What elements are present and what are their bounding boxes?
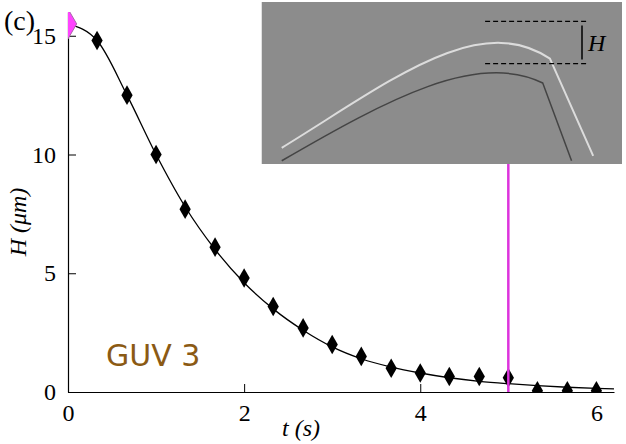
x-tick-mark <box>244 384 245 392</box>
annotation: GUV 3 <box>106 338 200 373</box>
data-point <box>532 381 543 392</box>
plot-marks <box>68 12 614 392</box>
data-point <box>150 145 161 165</box>
data-point <box>121 85 132 105</box>
data-point <box>415 363 426 383</box>
data-point <box>68 12 77 39</box>
x-tick-mark <box>420 384 421 392</box>
x-tick-label: 0 <box>63 400 75 426</box>
axis-line <box>69 392 615 393</box>
inset-dashed-line <box>485 21 588 22</box>
y-axis: 0 5 10 15 <box>32 13 76 406</box>
x-tick-label: 2 <box>239 400 251 426</box>
y-tick: 0 <box>44 379 76 405</box>
y-tick-label: 5 <box>44 260 56 286</box>
x-tick: 2 <box>239 384 251 426</box>
y-tick-label: 10 <box>32 142 56 168</box>
data-point <box>474 367 485 387</box>
axis-line <box>68 13 69 393</box>
data-point <box>591 381 602 392</box>
x-tick: 4 <box>415 384 427 426</box>
series-line <box>507 164 510 392</box>
x-tick-label: 6 <box>591 400 603 426</box>
y-tick: 5 <box>44 260 76 286</box>
y-tick-mark <box>68 155 76 156</box>
data-point <box>444 367 455 387</box>
y-tick: 10 <box>32 142 76 168</box>
data-point <box>238 268 249 288</box>
y-tick-label: 15 <box>32 23 56 49</box>
inset-membrane <box>282 43 593 156</box>
data-point <box>179 199 190 219</box>
data-point <box>91 31 102 51</box>
panel-label: (c) <box>4 5 35 36</box>
data-point <box>297 318 308 338</box>
inset-photo <box>262 2 622 164</box>
y-axis-title: H (μm) <box>5 188 31 258</box>
data-point <box>562 381 573 392</box>
inset-arrow <box>581 25 583 59</box>
x-axis: 0 2 4 6 <box>63 384 615 426</box>
inset: H <box>262 2 622 164</box>
data-point <box>386 358 397 378</box>
chart: H 0 2 4 6 0 5 10 15(c) t (s) H (μm) GUV 3 <box>0 0 626 444</box>
y-tick-mark <box>68 392 76 393</box>
data-point <box>268 297 279 317</box>
data-point <box>209 237 220 257</box>
series-line <box>68 24 614 389</box>
data-point <box>327 335 338 355</box>
inset-membrane <box>282 73 572 161</box>
data-point <box>356 347 367 367</box>
y-tick-label: 0 <box>44 379 56 405</box>
inset-dashed-line <box>485 63 588 64</box>
y-tick-mark <box>68 273 76 274</box>
x-tick-label: 4 <box>415 400 427 426</box>
x-axis-title: t (s) <box>282 415 320 441</box>
inset-label: H <box>587 30 607 56</box>
